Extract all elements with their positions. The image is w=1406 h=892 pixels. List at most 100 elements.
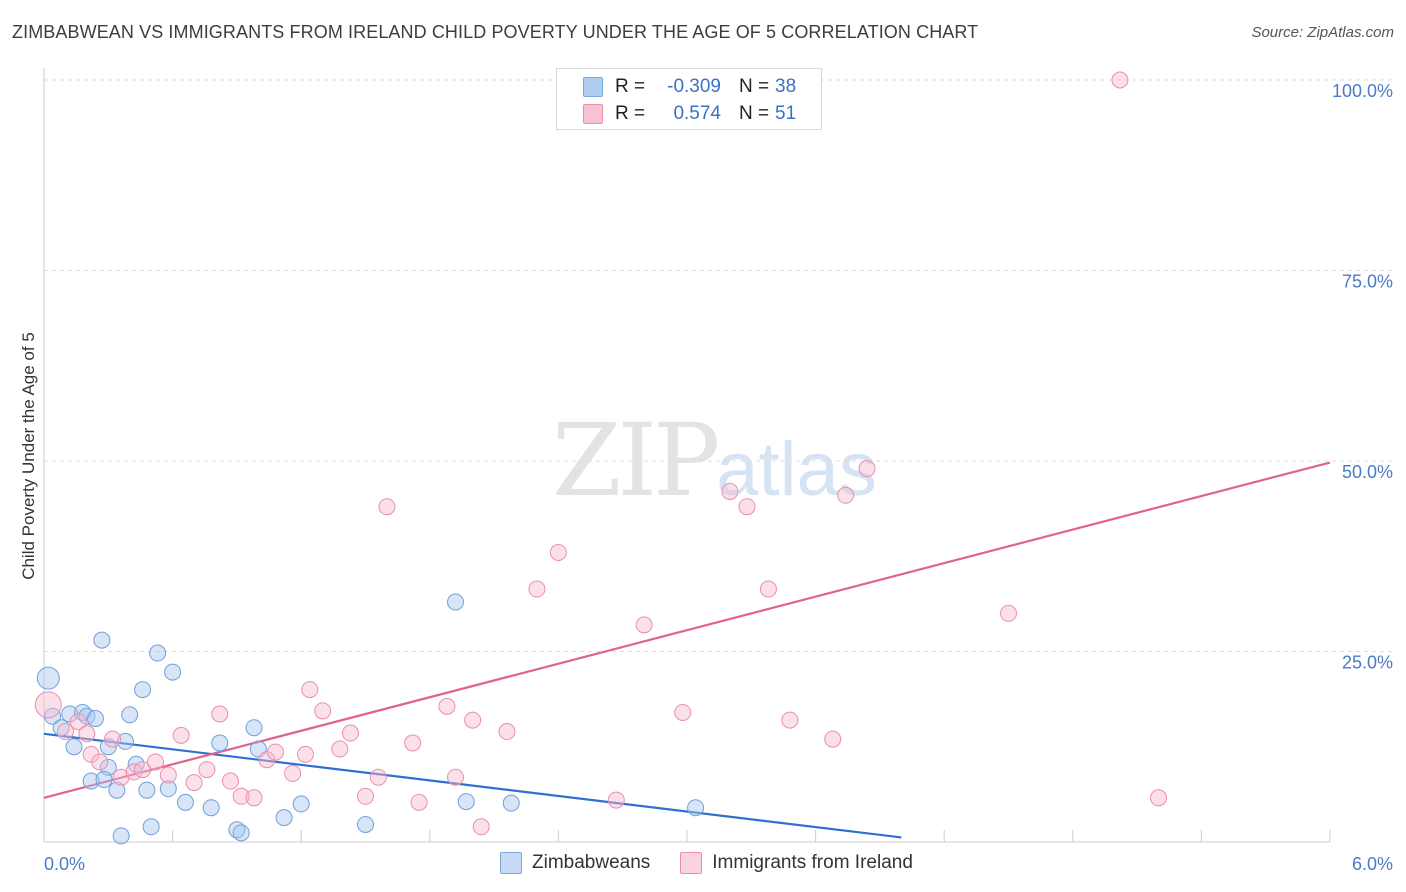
data-point-ireland [301,681,319,699]
series-label-ireland: Immigrants from Ireland [712,852,913,873]
data-point-ireland [738,498,756,516]
data-point-ireland [331,740,349,758]
data-point-ireland [146,753,164,771]
data-point-zimbabweans [457,793,475,811]
data-point-ireland [404,734,422,752]
data-point-ireland [528,580,546,598]
data-point-zimbabweans [108,781,126,799]
data-point-ireland [635,616,653,634]
data-point-ireland [721,482,739,500]
data-point-ireland [221,772,239,790]
y-axis-label: Child Poverty Under the Age of 5 [19,332,38,580]
data-point-zimbabweans [86,710,104,728]
data-point-zimbabweans [93,631,111,649]
data-point-ireland [211,705,229,723]
data-point-ireland [91,753,109,771]
data-point-ireland [134,761,152,779]
series-label-zimbabweans: Zimbabweans [532,852,651,873]
data-point-ireland [759,580,777,598]
data-point-ireland [232,787,250,805]
data-point-ireland [357,787,374,805]
legend-n-label: N = [739,103,770,124]
data-point-ireland [858,460,876,478]
data-point-ireland [245,789,263,807]
data-point-zimbabweans [502,794,520,812]
legend-r-label: R = [615,103,646,124]
data-point-zimbabweans [36,666,60,690]
correlation-legend: R = -0.309 N = 38 R = 0.574 N = 51 [556,68,822,130]
data-point-zimbabweans [134,681,152,699]
grid-lines [44,79,1395,652]
data-point-zimbabweans [138,781,156,799]
data-point-ireland [284,764,302,782]
data-point-zimbabweans [275,809,293,827]
data-point-ireland [781,711,799,729]
series-legend-ireland[interactable]: Immigrants from Ireland [680,852,913,874]
axes [43,68,1331,843]
data-point-zimbabweans [447,593,465,611]
data-point-zimbabweans [292,795,310,813]
chart-title: ZIMBABWEAN VS IMMIGRANTS FROM IRELAND CH… [12,22,979,42]
data-point-ireland [447,768,465,786]
legend-r-label: R = [615,76,646,97]
data-point-zimbabweans [121,706,139,724]
data-point-zimbabweans [44,707,62,725]
legend-n-value: 38 [775,76,797,97]
data-point-zimbabweans [245,719,263,737]
data-point-ireland [498,723,516,741]
data-point-zimbabweans [232,824,250,842]
data-point-zimbabweans [202,799,220,817]
data-point-zimbabweans [211,734,229,752]
data-point-ireland [674,703,692,721]
data-point-ireland [1111,71,1129,89]
data-point-zimbabweans [95,771,113,789]
data-points [34,71,1168,845]
data-point-ireland [837,486,855,504]
data-point-zimbabweans [116,732,134,750]
data-point-ireland [104,730,122,748]
data-point-ireland [34,691,62,719]
source-credit: Source: ZipAtlas.com [1251,24,1394,41]
trend-lines [43,461,1331,839]
data-point-ireland [112,768,130,786]
series-legend-zimbabweans[interactable]: Zimbabweans [500,852,650,874]
legend-row-zimbabweans: R = -0.309 N = 38 [583,75,796,99]
data-point-ireland [824,730,842,748]
x-tick-label: 6.0% [1352,854,1393,874]
legend-swatch-ireland [583,104,603,124]
series-swatch-ireland [680,852,703,874]
data-point-ireland [159,766,177,784]
data-point-ireland [410,793,428,811]
data-point-ireland [56,723,74,741]
data-point-ireland [1000,604,1017,622]
data-point-ireland [198,761,216,779]
data-point-ireland [472,818,490,836]
legend-n-value: 51 [775,103,797,124]
data-point-zimbabweans [149,644,167,662]
x-tick-label: 0.0% [44,854,85,874]
legend-swatch-zimbabweans [583,77,603,97]
data-point-zimbabweans [142,818,160,836]
data-point-zimbabweans [65,738,83,756]
series-legend: Zimbabweans Immigrants from Ireland [500,852,943,874]
data-point-ireland [78,725,96,743]
data-point-ireland [369,768,387,786]
legend-r-value: 0.574 [673,103,721,124]
series-swatch-zimbabweans [500,852,522,874]
data-point-ireland [296,745,314,763]
data-point-ireland [1150,789,1168,807]
data-point-zimbabweans [176,793,194,811]
y-tick-label: 50.0% [1342,462,1393,482]
data-point-zimbabweans [159,780,177,798]
watermark-atlas: atlas [716,427,877,512]
data-point-ireland [185,774,203,792]
data-point-zimbabweans [112,827,130,845]
data-point-ireland [172,726,190,744]
data-point-ireland [341,724,359,742]
data-point-ireland [378,498,396,516]
legend-r-value: -0.309 [667,76,721,97]
y-tick-label: 75.0% [1342,272,1393,292]
y-tick-label: 25.0% [1342,653,1393,673]
data-point-ireland [266,743,284,761]
